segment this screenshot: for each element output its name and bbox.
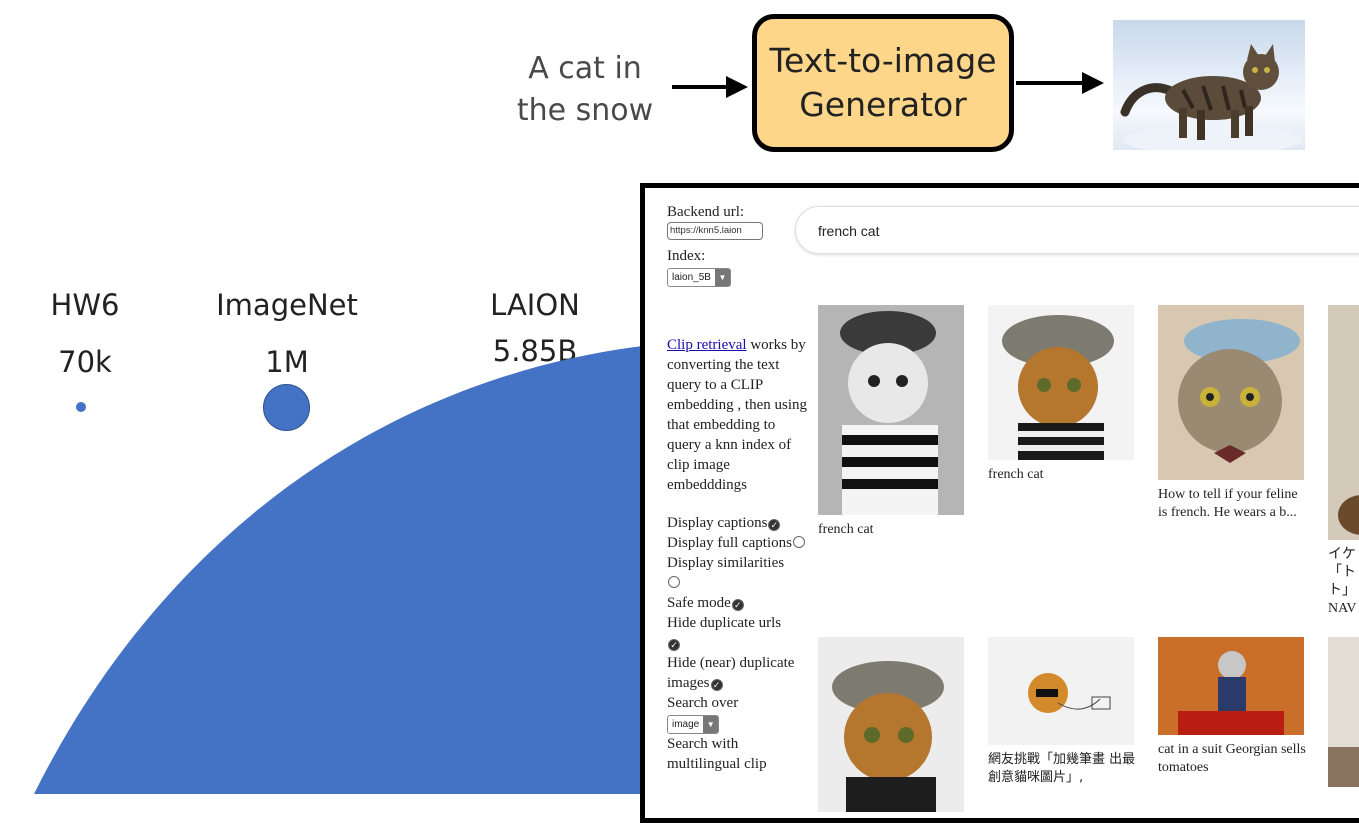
arrow-head-icon — [1082, 72, 1104, 94]
dataset-laion-name: LAION — [490, 288, 580, 322]
safe-mode-checkbox[interactable]: ✓ — [731, 599, 744, 611]
result-image[interactable] — [1328, 637, 1359, 787]
result-item[interactable]: french cat — [988, 305, 1136, 484]
dropdown-arrow-icon: ▼ — [714, 269, 730, 286]
display-similarities-checkbox[interactable] — [668, 576, 680, 588]
clip-retrieval-window: Backend url: https://knn5.laion Index: l… — [640, 183, 1359, 823]
dataset-imagenet-dot — [263, 384, 310, 431]
result-image[interactable] — [988, 305, 1134, 460]
dataset-hw6-name: HW6 — [50, 288, 120, 322]
result-image[interactable] — [1328, 305, 1359, 540]
result-item[interactable]: cat in a suit Georgian sells tomatoes — [1158, 637, 1306, 777]
dropdown-arrow-icon: ▼ — [703, 716, 719, 733]
result-image[interactable] — [1158, 305, 1304, 480]
result-image[interactable] — [818, 637, 964, 812]
dataset-imagenet-name: ImageNet — [216, 288, 358, 322]
dataset-laion-circle — [34, 345, 650, 794]
dataset-hw6-size: 70k — [58, 345, 112, 379]
clip-retrieval-link[interactable]: Clip retrieval — [667, 337, 747, 353]
prompt-text: A cat in the snow — [516, 51, 654, 128]
hide-near-duplicates-checkbox[interactable]: ✓ — [710, 679, 723, 691]
result-item[interactable]: How to tell if your feline is french. He… — [1158, 305, 1306, 522]
display-captions-checkbox[interactable]: ✓ — [768, 519, 781, 531]
result-item[interactable]: イケ 「ト ト」 NAV — [1328, 305, 1359, 618]
backend-url-input[interactable]: https://knn5.laion — [667, 222, 763, 240]
result-image[interactable] — [1158, 637, 1304, 735]
cat-in-snow-icon — [1120, 44, 1303, 150]
dataset-hw6-dot — [76, 402, 86, 412]
arrow-generator-to-image — [1016, 81, 1086, 85]
generated-cat-image — [1113, 20, 1305, 150]
dataset-imagenet-size: 1M — [265, 345, 309, 379]
search-input[interactable]: french cat — [795, 206, 1359, 254]
display-full-captions-checkbox[interactable] — [792, 536, 805, 548]
result-image[interactable] — [818, 305, 964, 515]
arrow-prompt-to-generator — [672, 85, 732, 89]
result-image[interactable] — [988, 637, 1134, 745]
search-over-select[interactable]: image ▼ — [667, 715, 720, 734]
description-text: Clip retrieval works by converting the t… — [667, 337, 807, 493]
hide-duplicate-urls-checkbox[interactable]: ✓ — [668, 639, 680, 651]
result-item[interactable] — [1328, 637, 1359, 787]
result-item[interactable] — [818, 637, 966, 812]
generator-box: Text-to-image Generator — [752, 14, 1014, 152]
settings-sidebar: Backend url: https://knn5.laion Index: l… — [667, 204, 807, 772]
result-item[interactable]: 網友挑戰「加幾筆畫 出最創意貓咪圖片」, — [988, 637, 1136, 787]
result-item[interactable]: french cat — [818, 305, 966, 539]
index-select[interactable]: laion_5B ▼ — [667, 268, 731, 287]
arrow-head-icon — [726, 76, 748, 98]
